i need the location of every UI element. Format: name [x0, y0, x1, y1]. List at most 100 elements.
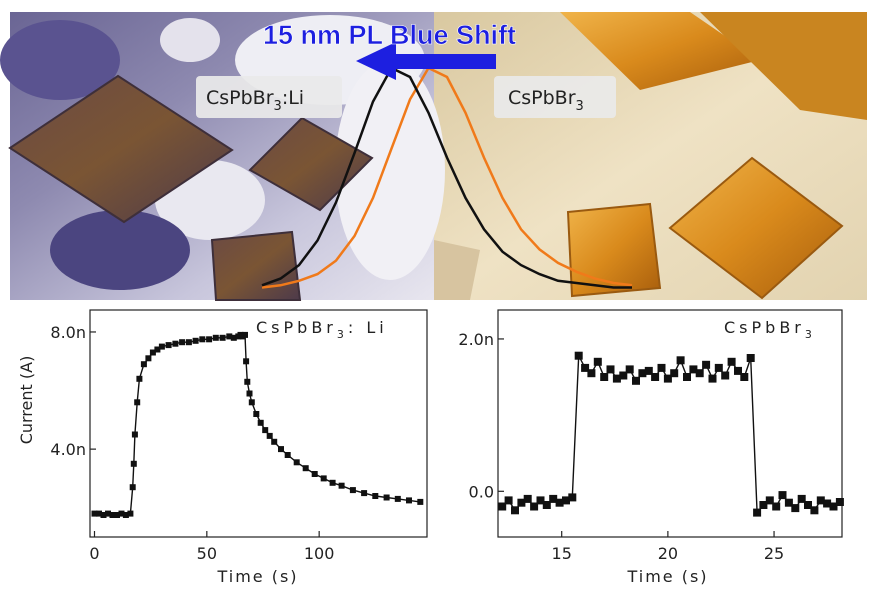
data-point [293, 459, 300, 466]
data-point [127, 510, 134, 517]
data-point [199, 336, 206, 343]
data-point [581, 363, 590, 372]
data-point [810, 506, 819, 515]
data-point [246, 390, 253, 397]
data-point [612, 374, 621, 383]
label-li-text: CsPbBr3:Li [206, 87, 304, 114]
data-point [549, 494, 558, 503]
data-point [185, 339, 192, 346]
pl-shift-title: 15 nm PL Blue Shift [263, 20, 516, 50]
plot-right-label: CsPbBr3 [724, 318, 816, 341]
data-point [257, 419, 264, 426]
data-point [625, 365, 634, 374]
data-point [192, 337, 199, 344]
data-point [651, 373, 660, 381]
data-point [100, 512, 107, 518]
photo-right-shadow [434, 240, 480, 300]
crystal-li-small [210, 230, 302, 301]
data-point [772, 502, 781, 511]
data-point [511, 506, 519, 515]
plot-left-xlabel: Time (s) [216, 567, 298, 586]
data-point [134, 399, 141, 406]
data-point [129, 484, 136, 491]
data-point [734, 366, 742, 375]
data-point [284, 452, 291, 458]
data-point [179, 339, 186, 346]
x-tick-label: 25 [764, 544, 784, 563]
data-point [835, 498, 844, 506]
data-point [797, 494, 806, 503]
data-point [158, 343, 165, 350]
data-point [320, 475, 327, 482]
crystal-pure-top [560, 12, 760, 90]
data-point [131, 431, 138, 438]
data-point [243, 358, 250, 365]
plot-right-frame [497, 309, 843, 538]
data-point [632, 376, 640, 385]
data-point [708, 374, 717, 383]
plot-left-label: CsPbBr3: Li [256, 318, 388, 341]
data-point [683, 373, 691, 381]
data-point [746, 354, 755, 362]
data-point [262, 427, 269, 434]
data-point [562, 496, 570, 505]
plot-left-frame [89, 309, 428, 538]
data-point [329, 479, 336, 486]
x-tick-label: 50 [197, 544, 217, 563]
pl-curve-cspbbr3 [261, 66, 633, 289]
data-point [383, 494, 390, 501]
data-point [91, 510, 98, 517]
data-point [271, 438, 278, 445]
data-point [587, 369, 596, 378]
label-box-pure [494, 76, 616, 118]
data-point [791, 504, 800, 513]
data-point [253, 411, 260, 417]
data-point [230, 334, 237, 341]
data-point [244, 378, 251, 385]
data-point [242, 331, 248, 338]
pl-curve-cspbbr3-li [261, 66, 632, 289]
data-point [394, 495, 401, 502]
data-point [542, 501, 551, 509]
data-point [149, 349, 156, 356]
data-point [593, 357, 602, 366]
crystal-pure-corner [700, 12, 867, 120]
data-point [663, 374, 672, 383]
data-point [816, 496, 825, 505]
plot-right-ticks: 15 20 25 0.0 2.0n [458, 330, 784, 563]
y-tick-label: 2.0n [458, 330, 494, 349]
data-point [638, 369, 647, 378]
data-point [278, 446, 284, 453]
data-point [311, 471, 318, 477]
data-point [136, 375, 143, 382]
data-point [530, 502, 539, 511]
plot-left-marks [91, 331, 424, 518]
data-point [96, 510, 102, 517]
data-point [600, 373, 609, 381]
label-box-li [196, 76, 342, 118]
data-point [753, 508, 762, 517]
y-tick-label: 4.0n [50, 440, 86, 459]
data-point [829, 502, 838, 511]
photo-left-texture [0, 15, 445, 290]
data-point [172, 340, 179, 347]
data-point [349, 487, 356, 494]
data-point [574, 351, 583, 360]
data-point [727, 357, 736, 366]
label-pure-text: CsPbBr3 [508, 87, 584, 114]
data-point [670, 369, 679, 378]
plot-left-ylabel: Current (A) [17, 356, 36, 445]
data-point [266, 432, 273, 439]
data-point [114, 512, 120, 518]
data-point [338, 482, 345, 489]
plot-left-ticks: 0 50 100 4.0n 8.0n [50, 323, 334, 563]
data-point [536, 496, 545, 505]
data-point [695, 369, 704, 378]
data-point [372, 493, 379, 499]
data-point [568, 493, 577, 502]
data-point [689, 365, 698, 374]
blue-shift-arrow [356, 42, 496, 80]
data-point [109, 512, 116, 518]
data-point [619, 371, 628, 380]
